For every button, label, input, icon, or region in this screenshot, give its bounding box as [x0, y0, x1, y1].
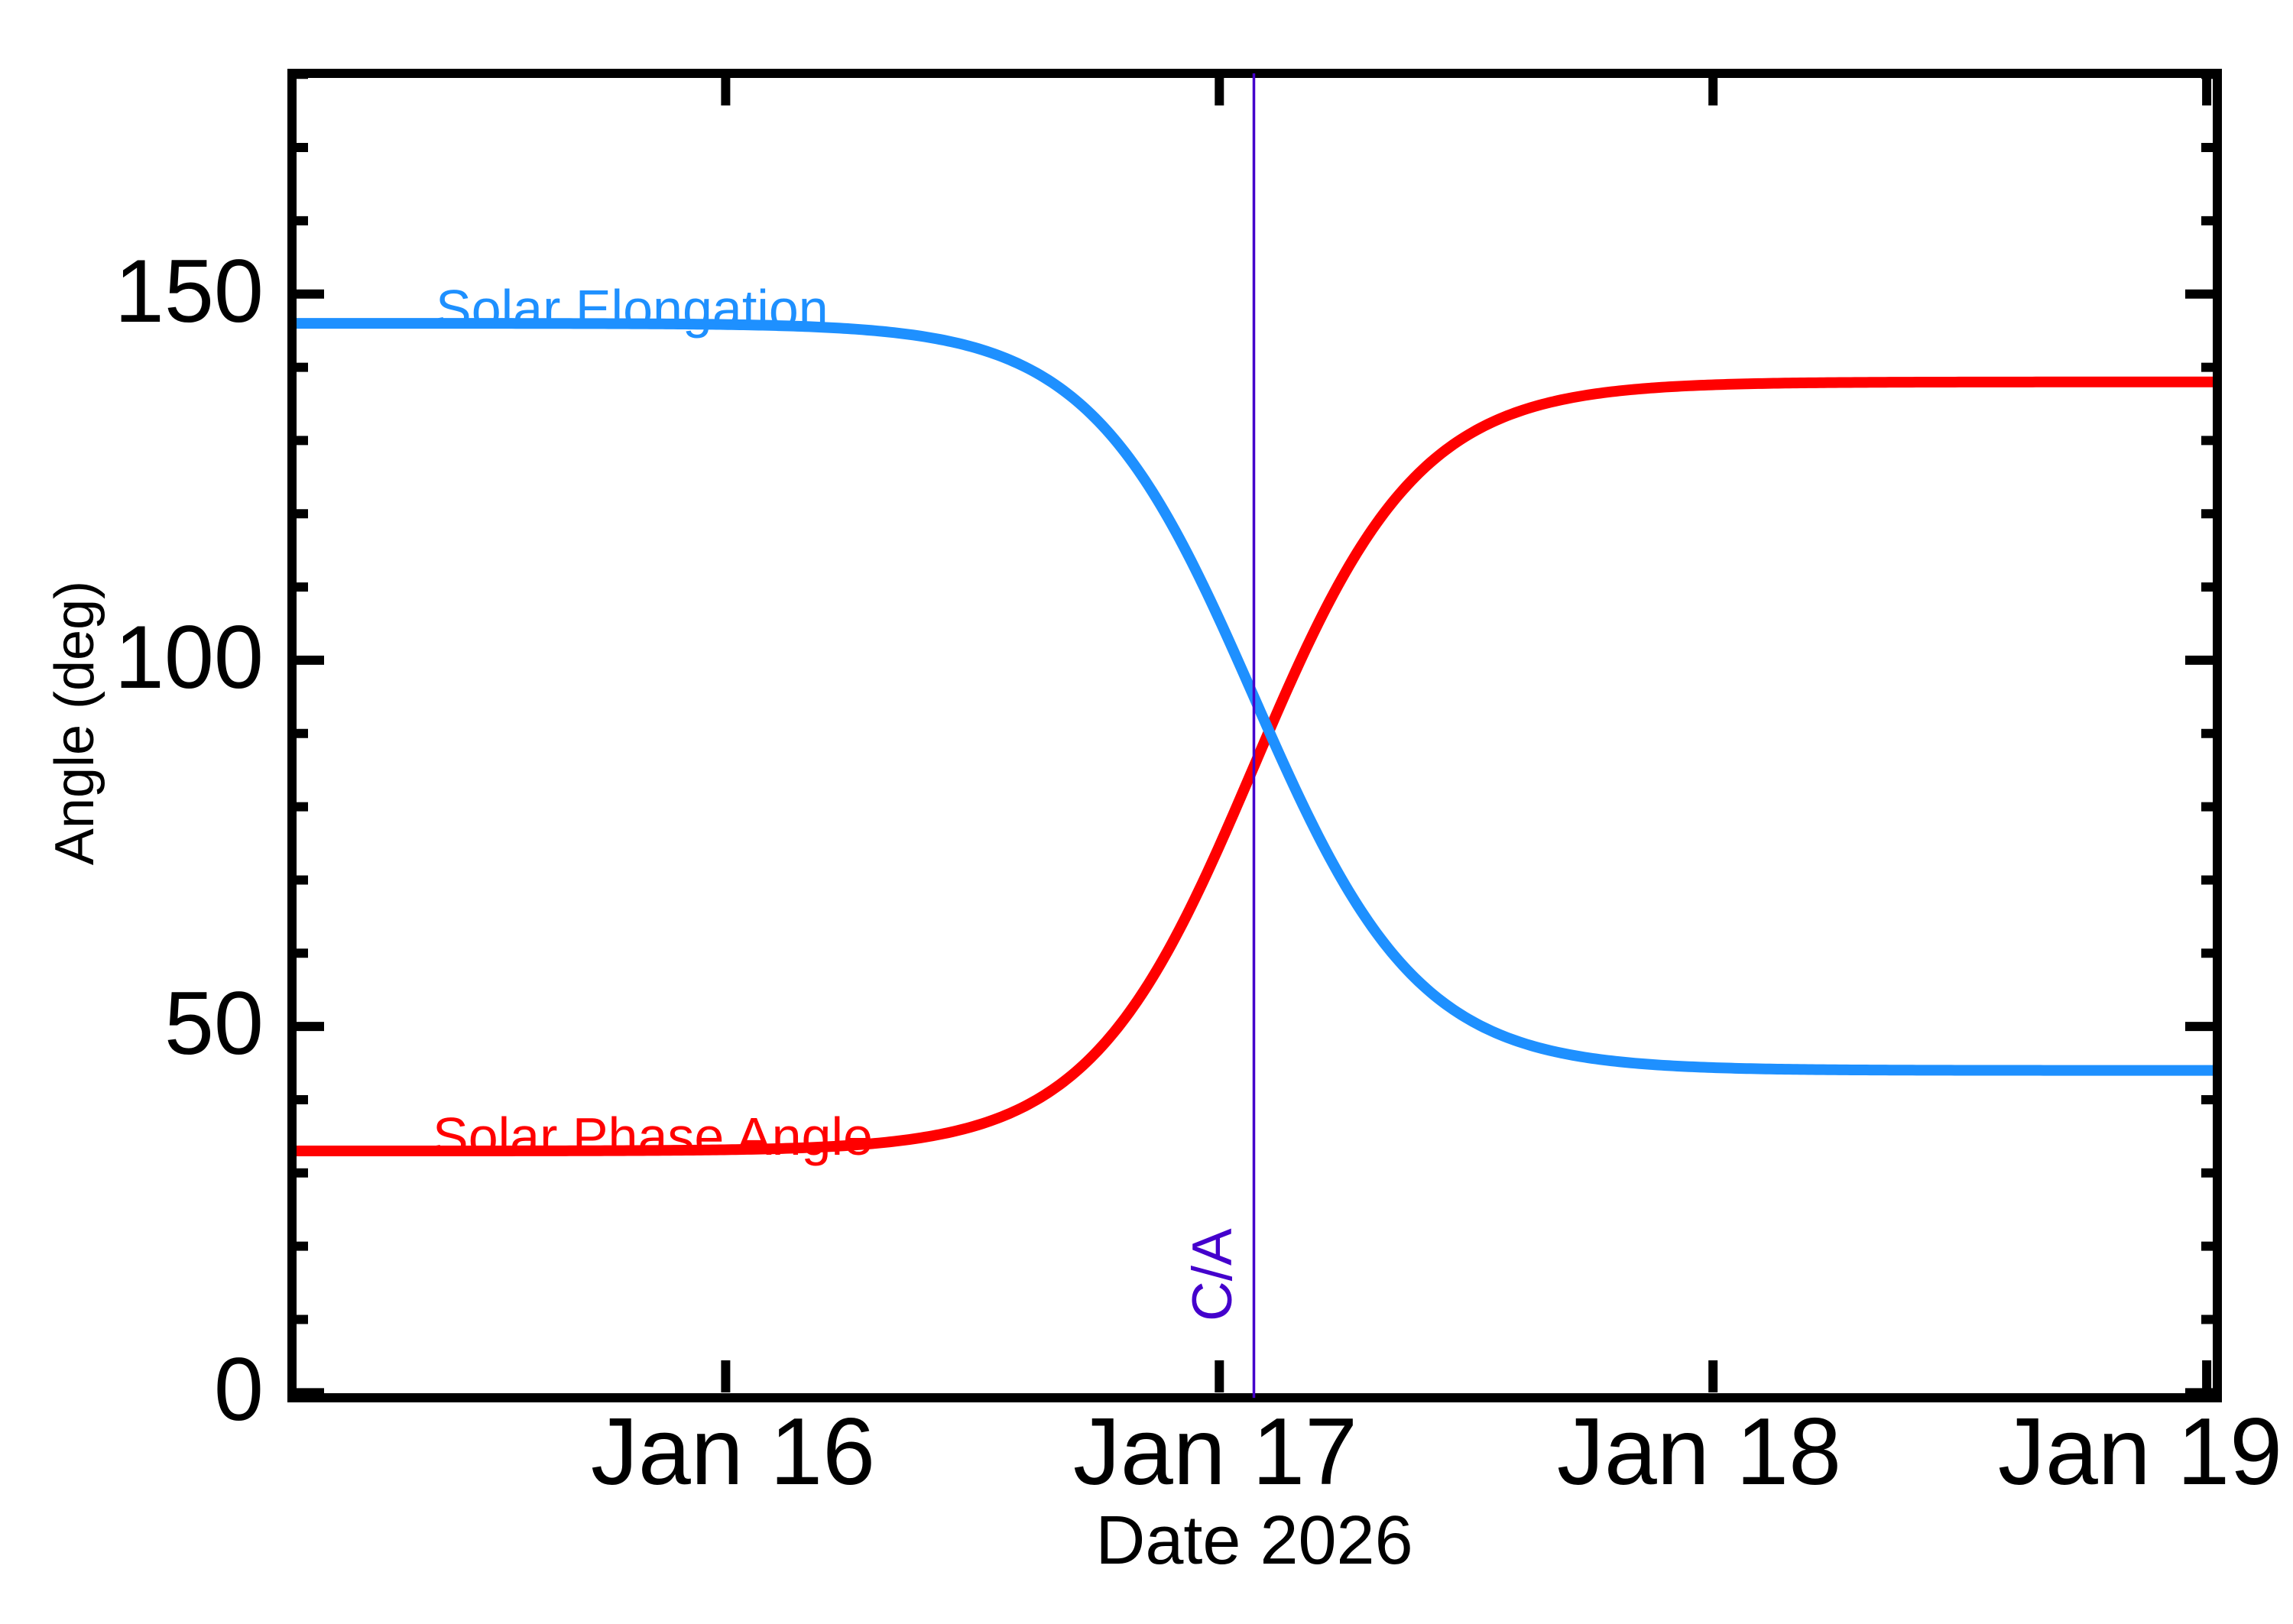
svg-text:Jan 19: Jan 19 — [1998, 1399, 2282, 1505]
svg-text:C/A: C/A — [1182, 1228, 1244, 1321]
svg-text:Angle (deg): Angle (deg) — [44, 581, 105, 865]
svg-text:Jan 18: Jan 18 — [1557, 1399, 1841, 1505]
svg-text:Jan 17: Jan 17 — [1073, 1399, 1357, 1505]
svg-text:Date 2026: Date 2026 — [1095, 1502, 1412, 1579]
svg-text:100: 100 — [115, 607, 264, 707]
svg-text:0: 0 — [214, 1339, 264, 1439]
svg-text:Solar Elongation: Solar Elongation — [436, 279, 829, 339]
svg-text:50: 50 — [164, 973, 264, 1073]
svg-text:150: 150 — [115, 241, 264, 341]
svg-text:Jan 16: Jan 16 — [591, 1399, 875, 1505]
svg-text:Solar Phase Angle: Solar Phase Angle — [433, 1107, 873, 1166]
